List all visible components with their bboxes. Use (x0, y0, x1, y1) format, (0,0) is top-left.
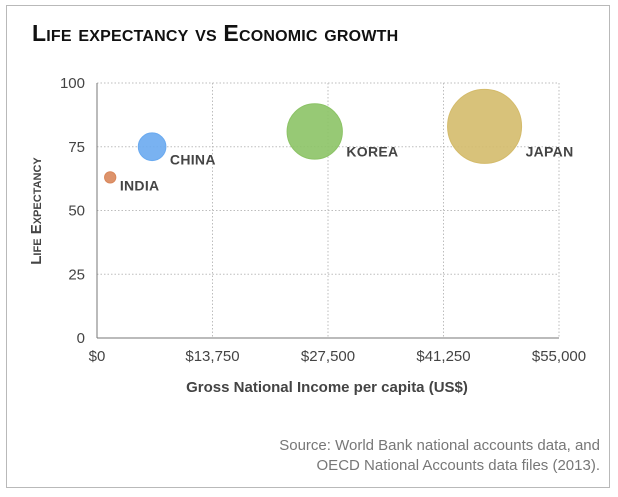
x-axis-label: Gross National Income per capita (US$) (186, 379, 468, 396)
y-tick-label: 50 (68, 203, 85, 220)
bubbles (104, 88, 523, 184)
bubble-label-india: INDIA (120, 177, 160, 193)
chart-frame (6, 5, 610, 488)
source-note: Source: World Bank national accounts dat… (180, 436, 600, 476)
bubble-korea (286, 103, 343, 160)
source-line-2: OECD National Accounts data files (2013)… (316, 457, 600, 474)
x-tick-label: $41,250 (416, 348, 470, 365)
y-tick-label: 75 (68, 139, 85, 156)
bubble-china (137, 132, 167, 162)
x-tick-label: $0 (89, 348, 106, 365)
x-tick-label: $27,500 (301, 348, 355, 365)
source-line-1: Source: World Bank national accounts dat… (279, 437, 600, 454)
bubble-label-korea: KOREA (346, 144, 398, 160)
chart-title: Life expectancy vs Economic growth (32, 20, 399, 46)
x-axis-ticks: $0 $13,750 $27,500 $41,250 $55,000 (89, 348, 586, 365)
x-tick-label: $13,750 (185, 348, 239, 365)
bubble-label-china: CHINA (170, 151, 216, 167)
bubble-label-japan: JAPAN (526, 144, 574, 160)
x-tick-label: $55,000 (532, 348, 586, 365)
y-axis-label: Life Expectancy (28, 157, 45, 265)
bubble-india (104, 171, 117, 184)
y-axis-ticks: 0 25 50 75 100 (60, 75, 85, 347)
bubble-labels: INDIA CHINA KOREA JAPAN (120, 144, 574, 194)
bubble-japan (447, 88, 523, 164)
y-tick-label: 100 (60, 75, 85, 92)
axes (96, 83, 559, 339)
y-tick-label: 0 (77, 330, 85, 347)
y-tick-label: 25 (68, 266, 85, 283)
